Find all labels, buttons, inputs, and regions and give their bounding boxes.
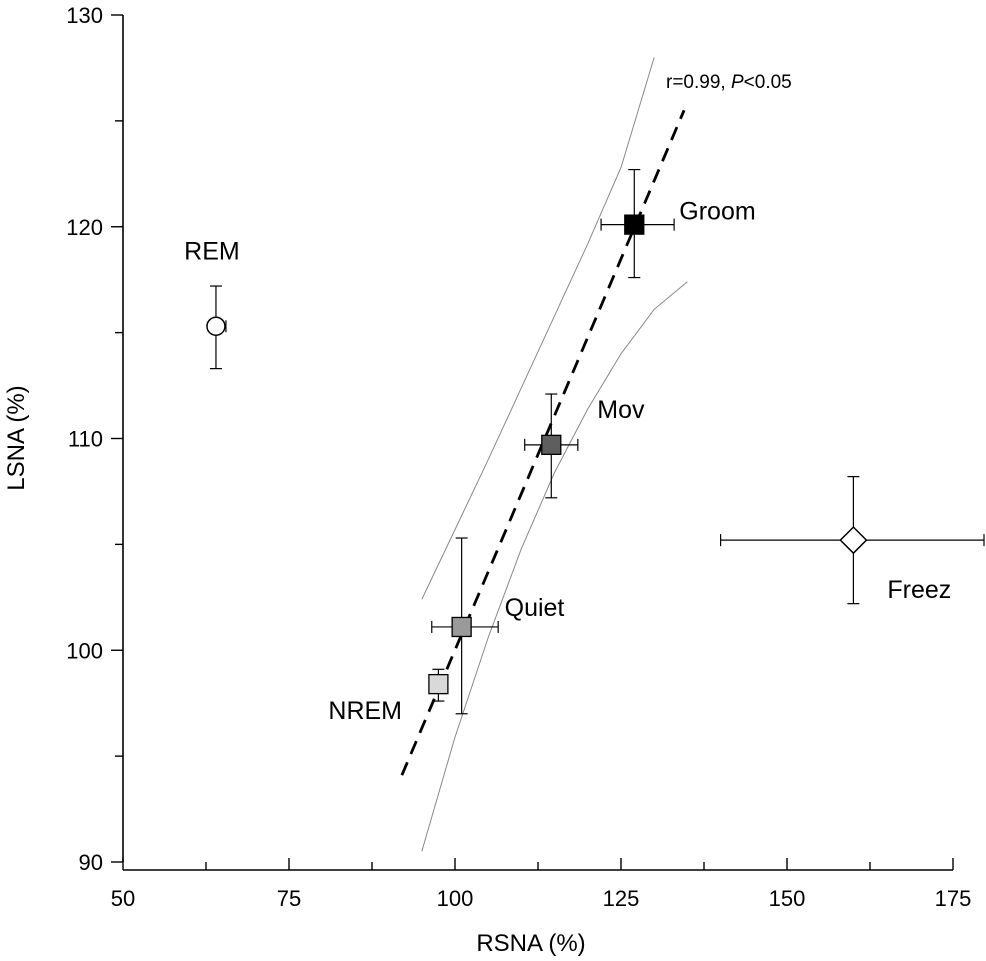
- x-tick-label: 75: [277, 886, 301, 911]
- annotation-p: P: [731, 72, 744, 93]
- diamond-marker: [839, 526, 868, 555]
- y-tick-label: 110: [68, 427, 103, 452]
- data-point-rem: [206, 285, 227, 370]
- data-point-groom: [600, 168, 675, 279]
- x-tick-label: 100: [437, 886, 474, 911]
- square-marker: [541, 434, 562, 456]
- axes: 90 100 110 120 130 50 75 100 125 150 175: [66, 3, 971, 911]
- annotation-suffix: <0.05: [744, 72, 792, 93]
- square-marker: [428, 673, 449, 695]
- confidence-lower-line: [421, 281, 688, 852]
- square-marker: [624, 214, 645, 235]
- y-axis-title: LSNA (%): [3, 385, 30, 490]
- square-marker: [451, 616, 472, 638]
- data-point-quiet: [431, 537, 499, 715]
- y-tick-label: 120: [66, 215, 103, 240]
- x-tick-label: 150: [769, 886, 806, 911]
- data-points: [206, 168, 985, 715]
- point-label-freez: Freez: [887, 576, 951, 604]
- point-label-mov: Mov: [597, 396, 645, 424]
- confidence-upper-line: [421, 57, 655, 600]
- point-label-rem: REM: [184, 237, 240, 265]
- point-label-quiet: Quiet: [505, 594, 565, 622]
- correlation-annotation: r=0.99, P<0.05: [666, 72, 792, 93]
- circle-marker: [206, 316, 226, 337]
- data-point-freez: [719, 476, 985, 605]
- data-point-mov: [524, 393, 579, 499]
- x-axis-title: RSNA (%): [476, 930, 585, 957]
- y-tick-label: 90: [79, 850, 103, 875]
- point-labels: REM NREM Quiet Mov Groom Freez: [184, 198, 951, 725]
- y-tick-label: 130: [66, 3, 103, 28]
- x-tick-label: 175: [935, 886, 972, 911]
- y-tick-label: 100: [66, 638, 103, 663]
- point-label-groom: Groom: [679, 198, 755, 226]
- annotation-prefix: r=0.99,: [666, 72, 731, 93]
- x-tick-label: 125: [603, 886, 640, 911]
- confidence-band: [421, 57, 688, 852]
- x-tick-label: 50: [111, 886, 135, 911]
- point-label-nrem: NREM: [328, 697, 402, 725]
- data-point-nrem: [428, 668, 449, 702]
